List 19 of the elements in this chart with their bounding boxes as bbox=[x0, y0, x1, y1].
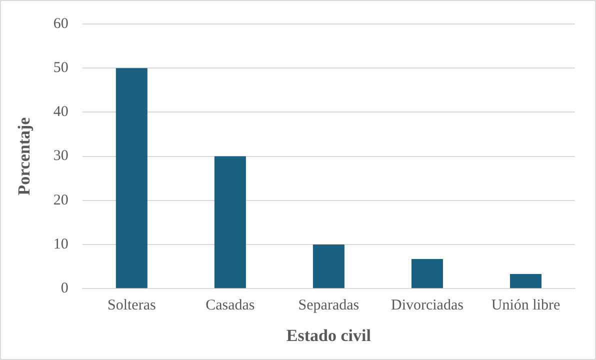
x-tick-label: Casadas bbox=[206, 298, 255, 314]
bar bbox=[312, 244, 344, 288]
bar bbox=[510, 274, 542, 288]
bar bbox=[116, 68, 148, 288]
bar bbox=[214, 156, 246, 288]
x-tick-label: Divorciadas bbox=[390, 298, 464, 314]
y-tick-label: 60 bbox=[53, 16, 68, 32]
bar bbox=[411, 259, 443, 288]
x-tick-label: Separadas bbox=[298, 298, 360, 314]
y-tick-label: 30 bbox=[53, 148, 68, 164]
y-tick-label: 10 bbox=[53, 236, 68, 252]
x-axis-title: Estado civil bbox=[286, 326, 372, 346]
y-tick-label: 20 bbox=[53, 192, 68, 208]
x-tick-label: Solteras bbox=[107, 298, 156, 314]
y-tick-label: 40 bbox=[53, 104, 68, 120]
y-axis-title: Porcentaje bbox=[14, 116, 34, 196]
x-tick-label: Unión libre bbox=[491, 298, 560, 314]
y-tick-label: 50 bbox=[53, 60, 68, 76]
y-tick-label: 0 bbox=[60, 280, 68, 297]
